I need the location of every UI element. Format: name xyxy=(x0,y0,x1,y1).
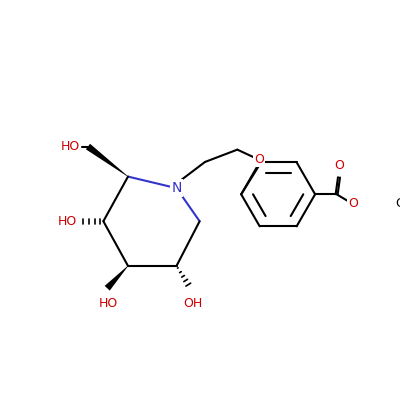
Text: CH₃: CH₃ xyxy=(395,197,400,210)
Text: HO: HO xyxy=(61,140,80,153)
Text: HO: HO xyxy=(58,215,77,228)
Text: HO: HO xyxy=(99,297,118,310)
Text: O: O xyxy=(334,159,344,172)
Polygon shape xyxy=(86,144,128,177)
Text: O: O xyxy=(349,197,358,210)
Text: N: N xyxy=(171,181,182,195)
Polygon shape xyxy=(105,266,128,291)
Text: O: O xyxy=(254,153,264,166)
Text: OH: OH xyxy=(183,297,202,310)
